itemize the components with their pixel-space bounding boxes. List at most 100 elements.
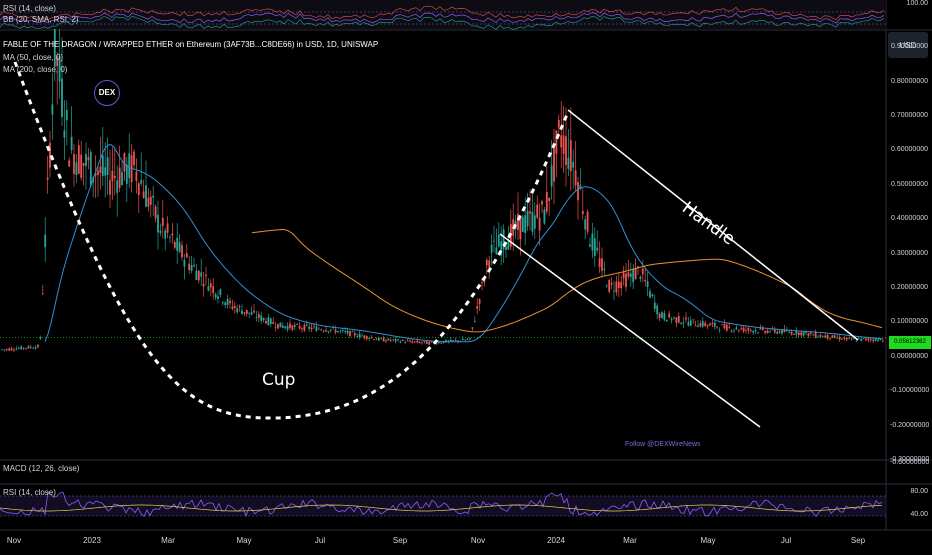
candle-body [471, 327, 474, 329]
candle-body [346, 330, 349, 334]
candle-body [572, 161, 575, 168]
candle-body [809, 332, 812, 334]
candle-body [829, 337, 831, 339]
candle-body [661, 312, 663, 318]
rsi-bottom-line [0, 490, 883, 518]
candle-body [603, 268, 606, 270]
candle-body [39, 337, 42, 339]
candle-body [322, 330, 325, 332]
candle-body [185, 253, 188, 258]
candle-body [557, 119, 560, 128]
price-axis-tick: 0.20000000 [891, 284, 928, 291]
candle-body [49, 142, 51, 168]
candle-body [778, 331, 781, 333]
candle-body [394, 339, 397, 342]
candle-body [752, 330, 755, 333]
candle-body [5, 349, 8, 350]
candle-body [872, 339, 875, 342]
candle-body [869, 339, 872, 341]
candle-body [401, 339, 404, 341]
candle-body [857, 338, 860, 340]
candle-body [15, 348, 18, 350]
candle-body [584, 219, 587, 230]
candle-body [567, 157, 570, 169]
candle-body [589, 244, 591, 247]
candle-body [644, 279, 647, 282]
candle-body [212, 286, 215, 294]
candle-body [257, 313, 260, 318]
candle-body [497, 235, 500, 247]
candle-body [176, 237, 179, 251]
candle-body [217, 296, 219, 300]
candle-body [488, 260, 491, 268]
candle-body [658, 313, 661, 319]
candle-body [145, 185, 147, 207]
candle-body [457, 340, 459, 342]
candle-body [843, 338, 846, 339]
candle-body [721, 324, 723, 326]
candle-body [435, 343, 438, 345]
candle-body [178, 242, 181, 252]
currency-badge[interactable]: USD [888, 32, 928, 58]
candle-body [341, 329, 344, 331]
rsi-top-label: RSI (14, close) [3, 4, 56, 13]
candle-body [783, 329, 786, 333]
candle-body [848, 337, 851, 339]
candle-body [17, 348, 20, 349]
candle-body [469, 337, 471, 340]
time-axis-tick: Sep [850, 536, 866, 545]
candle-body [742, 327, 745, 332]
candle-body [195, 270, 198, 281]
candle-body [819, 334, 822, 337]
candle-body [58, 56, 61, 82]
time-axis-tick: 2024 [547, 536, 565, 545]
candle-body [879, 338, 882, 340]
candle-body [308, 326, 311, 329]
candle-body [867, 338, 870, 341]
candle-body [430, 341, 433, 343]
candle-body [521, 217, 524, 232]
rsi-bottom-band-fill [0, 496, 886, 516]
candle-body [723, 323, 726, 329]
candle-body [814, 332, 817, 338]
candle-body [833, 335, 836, 338]
candle-body [310, 327, 313, 330]
candle-body [224, 302, 227, 306]
candle-body [41, 293, 44, 295]
candle-body [305, 324, 308, 326]
candle-body [524, 215, 527, 233]
candle-body [682, 322, 685, 324]
candle-body [793, 334, 795, 336]
candle-body [272, 322, 275, 324]
candle-body [641, 268, 644, 275]
candle-body [800, 332, 803, 336]
candle-body [3, 349, 6, 351]
candle-body [728, 326, 731, 328]
candle-body [677, 316, 680, 323]
candle-body [617, 281, 620, 288]
candle-body [596, 247, 599, 251]
candle-body [229, 300, 231, 304]
candle-body [368, 338, 371, 339]
candle-body [608, 279, 611, 292]
candle-body [836, 337, 839, 339]
candle-body [730, 330, 733, 332]
candle-body [169, 236, 171, 238]
candle-body [553, 145, 555, 182]
candle-body [209, 283, 212, 288]
candle-body [805, 331, 807, 333]
candle-body [817, 336, 819, 338]
candle-body [284, 326, 287, 328]
candle-body [634, 268, 637, 280]
candle-body [137, 183, 140, 196]
candle-body [629, 273, 632, 277]
candle-body [646, 281, 649, 287]
candle-body [173, 242, 176, 248]
candle-body [454, 340, 457, 341]
candle-body [406, 340, 409, 342]
candle-body [605, 286, 608, 288]
candle-body [694, 325, 697, 327]
candle-body [874, 338, 877, 341]
